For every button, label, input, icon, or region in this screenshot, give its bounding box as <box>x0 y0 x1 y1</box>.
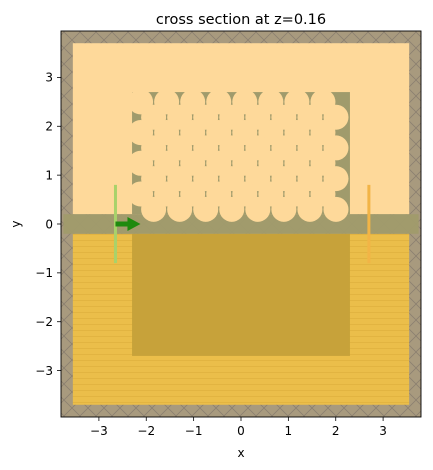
y-axis: −3 −2 −1 0 1 2 3 <box>35 71 61 378</box>
y-tick-label: −2 <box>35 315 53 329</box>
y-tick-label: −1 <box>35 266 53 280</box>
x-tick-label: 3 <box>379 424 387 438</box>
y-tick-label: 3 <box>45 71 53 85</box>
lower-box <box>132 233 350 356</box>
plot-area <box>61 31 421 417</box>
crystal-hole <box>271 196 297 222</box>
y-tick-label: 2 <box>45 120 53 134</box>
chart-title: cross section at z=0.16 <box>156 12 326 28</box>
x-tick-label: 1 <box>285 424 293 438</box>
x-tick-label: 2 <box>332 424 340 438</box>
crystal-hole <box>193 196 219 222</box>
crystal-hole <box>219 196 245 222</box>
y-tick-label: 1 <box>45 168 53 182</box>
crystal-hole <box>141 196 167 222</box>
x-tick-label: −3 <box>90 424 108 438</box>
crystal-hole <box>245 196 271 222</box>
crystal-hole <box>297 196 323 222</box>
y-tick-label: −3 <box>35 364 53 378</box>
crystal-hole <box>323 196 349 222</box>
x-axis: −3 −2 −1 0 1 2 3 <box>90 417 387 438</box>
x-tick-label: −1 <box>185 424 203 438</box>
y-tick-label: 0 <box>45 217 53 231</box>
x-tick-label: 0 <box>237 424 245 438</box>
crystal-hole <box>167 196 193 222</box>
source-direction-arrow <box>115 217 141 231</box>
y-axis-label: y <box>9 220 23 227</box>
photonic-crystal-holes <box>128 89 349 222</box>
x-tick-label: −2 <box>137 424 155 438</box>
x-axis-label: x <box>237 446 244 460</box>
